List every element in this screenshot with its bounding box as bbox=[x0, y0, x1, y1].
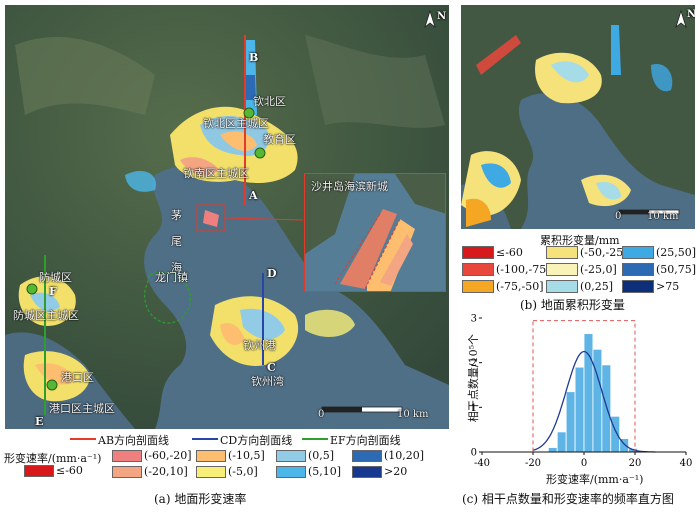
cum-swatch-2 bbox=[462, 280, 494, 293]
cum-label-8: >75 bbox=[656, 280, 680, 293]
x-tick-label: 20 bbox=[629, 458, 642, 469]
rate-swatch-0 bbox=[24, 465, 54, 477]
rate-label-2: (-20,10] bbox=[144, 465, 188, 478]
rate-legend: ≤-60 (-60,-20] (-20,10] (-10,5] (-5,0] (… bbox=[0, 448, 450, 484]
scale-zero-a: 0 bbox=[318, 409, 325, 420]
label-qinbei: 钦北区 bbox=[253, 95, 286, 108]
legend-ab-label: AB方向剖面线 bbox=[98, 434, 170, 447]
rate-legend-title: 形变速率/(mm·a⁻¹) bbox=[4, 452, 102, 465]
histogram-bar bbox=[574, 366, 585, 453]
rate-label-8: >20 bbox=[384, 465, 408, 478]
legend-ef-line bbox=[302, 438, 328, 440]
point-a: A bbox=[249, 189, 258, 202]
cum-label-4: (-25,0] bbox=[580, 263, 617, 276]
rate-label-5: (0,5] bbox=[308, 449, 335, 462]
panel-b-map: N 0 10 km bbox=[461, 5, 695, 229]
cum-label-2: (-75,-50] bbox=[496, 280, 544, 293]
highlight-range-box bbox=[532, 320, 636, 453]
scale-end-b: 10 km bbox=[647, 211, 679, 222]
y-tick-label: 3 bbox=[471, 314, 477, 325]
y-tick-label: 0 bbox=[471, 448, 477, 459]
cum-label-0: ≤-60 bbox=[496, 246, 523, 259]
cum-swatch-5 bbox=[546, 280, 578, 293]
point-d: D bbox=[267, 267, 277, 280]
label-jiaoyu: 教育区 bbox=[263, 133, 296, 146]
hist-x-label: 形变速率/(mm·a⁻¹) bbox=[546, 473, 644, 486]
y-tick-label: 1 bbox=[471, 403, 477, 414]
rate-label-6: (5,10] bbox=[308, 465, 342, 478]
label-mao: 茅 bbox=[171, 209, 182, 222]
rate-swatch-8 bbox=[352, 466, 382, 478]
cum-swatch-1 bbox=[462, 263, 494, 276]
cum-swatch-4 bbox=[546, 263, 578, 276]
panel-a-map: 沙井岛海滨新城 钦北区 钦北区主城区 教育区 钦南区主城区 茅 尾 海 龙门镇 … bbox=[5, 5, 449, 429]
histogram-bar bbox=[556, 431, 567, 453]
label-qinzhou-port: 钦州港 bbox=[243, 339, 276, 352]
cum-label-1: (-100,-75] bbox=[496, 263, 551, 276]
legend-cd-line bbox=[192, 438, 218, 440]
cum-swatch-3 bbox=[546, 246, 578, 259]
rate-label-1: (-60,-20] bbox=[144, 449, 192, 462]
rate-swatch-2 bbox=[112, 466, 142, 478]
label-qinnan-city: 钦南区主城区 bbox=[183, 167, 249, 180]
point-c: C bbox=[267, 361, 276, 374]
cum-legend: ≤-60 (-100,-75] (-75,-50] (-50,-25] (-25… bbox=[462, 246, 698, 298]
label-gangkou: 港口区 bbox=[61, 371, 94, 384]
label-qinbei-city: 钦北区主城区 bbox=[203, 117, 269, 130]
inset-title: 沙井岛海滨新城 bbox=[311, 180, 388, 193]
rate-label-4: (-5,0] bbox=[228, 465, 258, 478]
cum-label-3: (-50,-25] bbox=[580, 246, 628, 259]
rate-swatch-1 bbox=[112, 450, 142, 462]
rate-label-0: ≤-60 bbox=[56, 464, 83, 477]
legend-cd-label: CD方向剖面线 bbox=[220, 434, 293, 447]
cum-label-5: (0,25] bbox=[580, 280, 614, 293]
legend-ab-line bbox=[70, 438, 96, 440]
scale-end-a: 10 km bbox=[397, 409, 429, 420]
cum-swatch-8 bbox=[622, 280, 654, 293]
rate-label-7: (10,20] bbox=[384, 449, 425, 462]
panel-c-chart: -40 -20 0 20 40 0 1 2 3 相干点数量/10⁵个 形变速率/(mm·a⁻¹… bbox=[460, 310, 696, 487]
label-gangkou-city: 港口区主城区 bbox=[49, 402, 115, 415]
rate-label-3: (-10,5] bbox=[228, 449, 265, 462]
caption-b: (b) 地面累积形变量 bbox=[520, 298, 625, 312]
cum-label-6: (25,50] bbox=[656, 246, 697, 259]
legend-ef-label: EF方向剖面线 bbox=[330, 434, 401, 447]
label-hai: 海 bbox=[171, 261, 182, 274]
label-fangcheng-city: 防城区主城区 bbox=[13, 309, 79, 322]
cum-swatch-0 bbox=[462, 246, 494, 259]
caption-a: (a) 地面形变速率 bbox=[154, 492, 247, 506]
hist-y-label: 相干点数量/10⁵个 bbox=[467, 333, 480, 423]
histogram-bar bbox=[547, 447, 558, 453]
x-tick-label: -40 bbox=[474, 458, 490, 469]
rate-swatch-6 bbox=[276, 466, 306, 478]
x-tick-label: -20 bbox=[525, 458, 541, 469]
rate-swatch-3 bbox=[196, 450, 226, 462]
y-tick-label: 2 bbox=[471, 358, 477, 369]
cum-legend-title: 累积形变量/mm bbox=[540, 234, 620, 247]
rate-swatch-7 bbox=[352, 450, 382, 462]
caption-c: (c) 相干点数量和形变速率的频率直方图 bbox=[462, 492, 674, 506]
point-b: B bbox=[249, 51, 259, 64]
point-f: F bbox=[49, 285, 57, 298]
histogram-bar bbox=[592, 348, 603, 453]
rate-swatch-4 bbox=[196, 466, 226, 478]
profile-legend: AB方向剖面线 CD方向剖面线 EF方向剖面线 bbox=[70, 432, 450, 447]
cum-label-7: (50,75] bbox=[656, 263, 697, 276]
histogram-bar bbox=[601, 364, 612, 453]
label-longmen: 龙门镇 bbox=[155, 271, 188, 284]
x-tick-label: 40 bbox=[680, 458, 693, 469]
cum-swatch-7 bbox=[622, 263, 654, 276]
scale-zero-b: 0 bbox=[615, 211, 622, 222]
inset-map: 沙井岛海滨新城 bbox=[304, 173, 446, 292]
histogram-bar bbox=[565, 391, 576, 453]
label-fangcheng: 防城区 bbox=[39, 271, 72, 284]
x-tick-label: 0 bbox=[581, 458, 587, 469]
label-wei: 尾 bbox=[171, 235, 182, 248]
cum-swatch-6 bbox=[622, 246, 654, 259]
rate-swatch-5 bbox=[276, 450, 306, 462]
north-label-a: N bbox=[437, 11, 447, 22]
point-e: E bbox=[35, 415, 44, 428]
label-qinzhou-bay: 钦州湾 bbox=[251, 375, 284, 388]
north-label-b: N bbox=[687, 9, 695, 20]
